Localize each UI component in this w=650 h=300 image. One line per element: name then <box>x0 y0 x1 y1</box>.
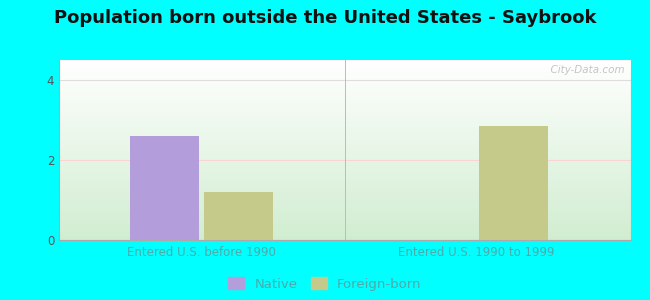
Bar <box>479 126 547 240</box>
Bar <box>204 192 273 240</box>
Text: Population born outside the United States - Saybrook: Population born outside the United State… <box>54 9 596 27</box>
Bar <box>130 136 199 240</box>
Text: City-Data.com: City-Data.com <box>544 65 625 75</box>
Legend: Native, Foreign-born: Native, Foreign-born <box>226 275 424 293</box>
